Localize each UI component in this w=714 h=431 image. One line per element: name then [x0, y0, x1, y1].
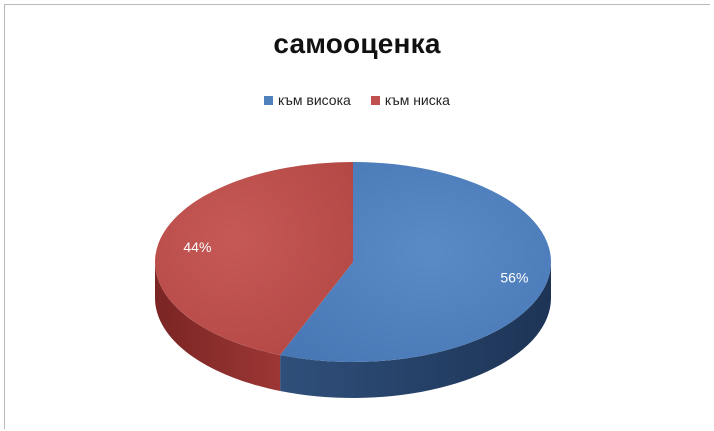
slice-side-high — [280, 262, 551, 398]
legend-label-low: към ниска — [384, 92, 450, 108]
legend-item-high: към висока — [264, 92, 351, 108]
slice-side-low — [155, 262, 281, 391]
data-label-low: 44% — [183, 239, 211, 255]
legend-swatch-high — [264, 95, 273, 105]
data-label-high: 56% — [500, 270, 528, 286]
legend-label-high: към висока — [278, 92, 351, 108]
legend-swatch-low — [370, 95, 380, 105]
chart-title: самооценка — [273, 28, 441, 59]
slice-high — [280, 162, 551, 363]
legend-item-low: към ниска — [370, 92, 450, 108]
legend: към висока към ниска — [0, 92, 714, 108]
slice-low — [154, 161, 353, 355]
